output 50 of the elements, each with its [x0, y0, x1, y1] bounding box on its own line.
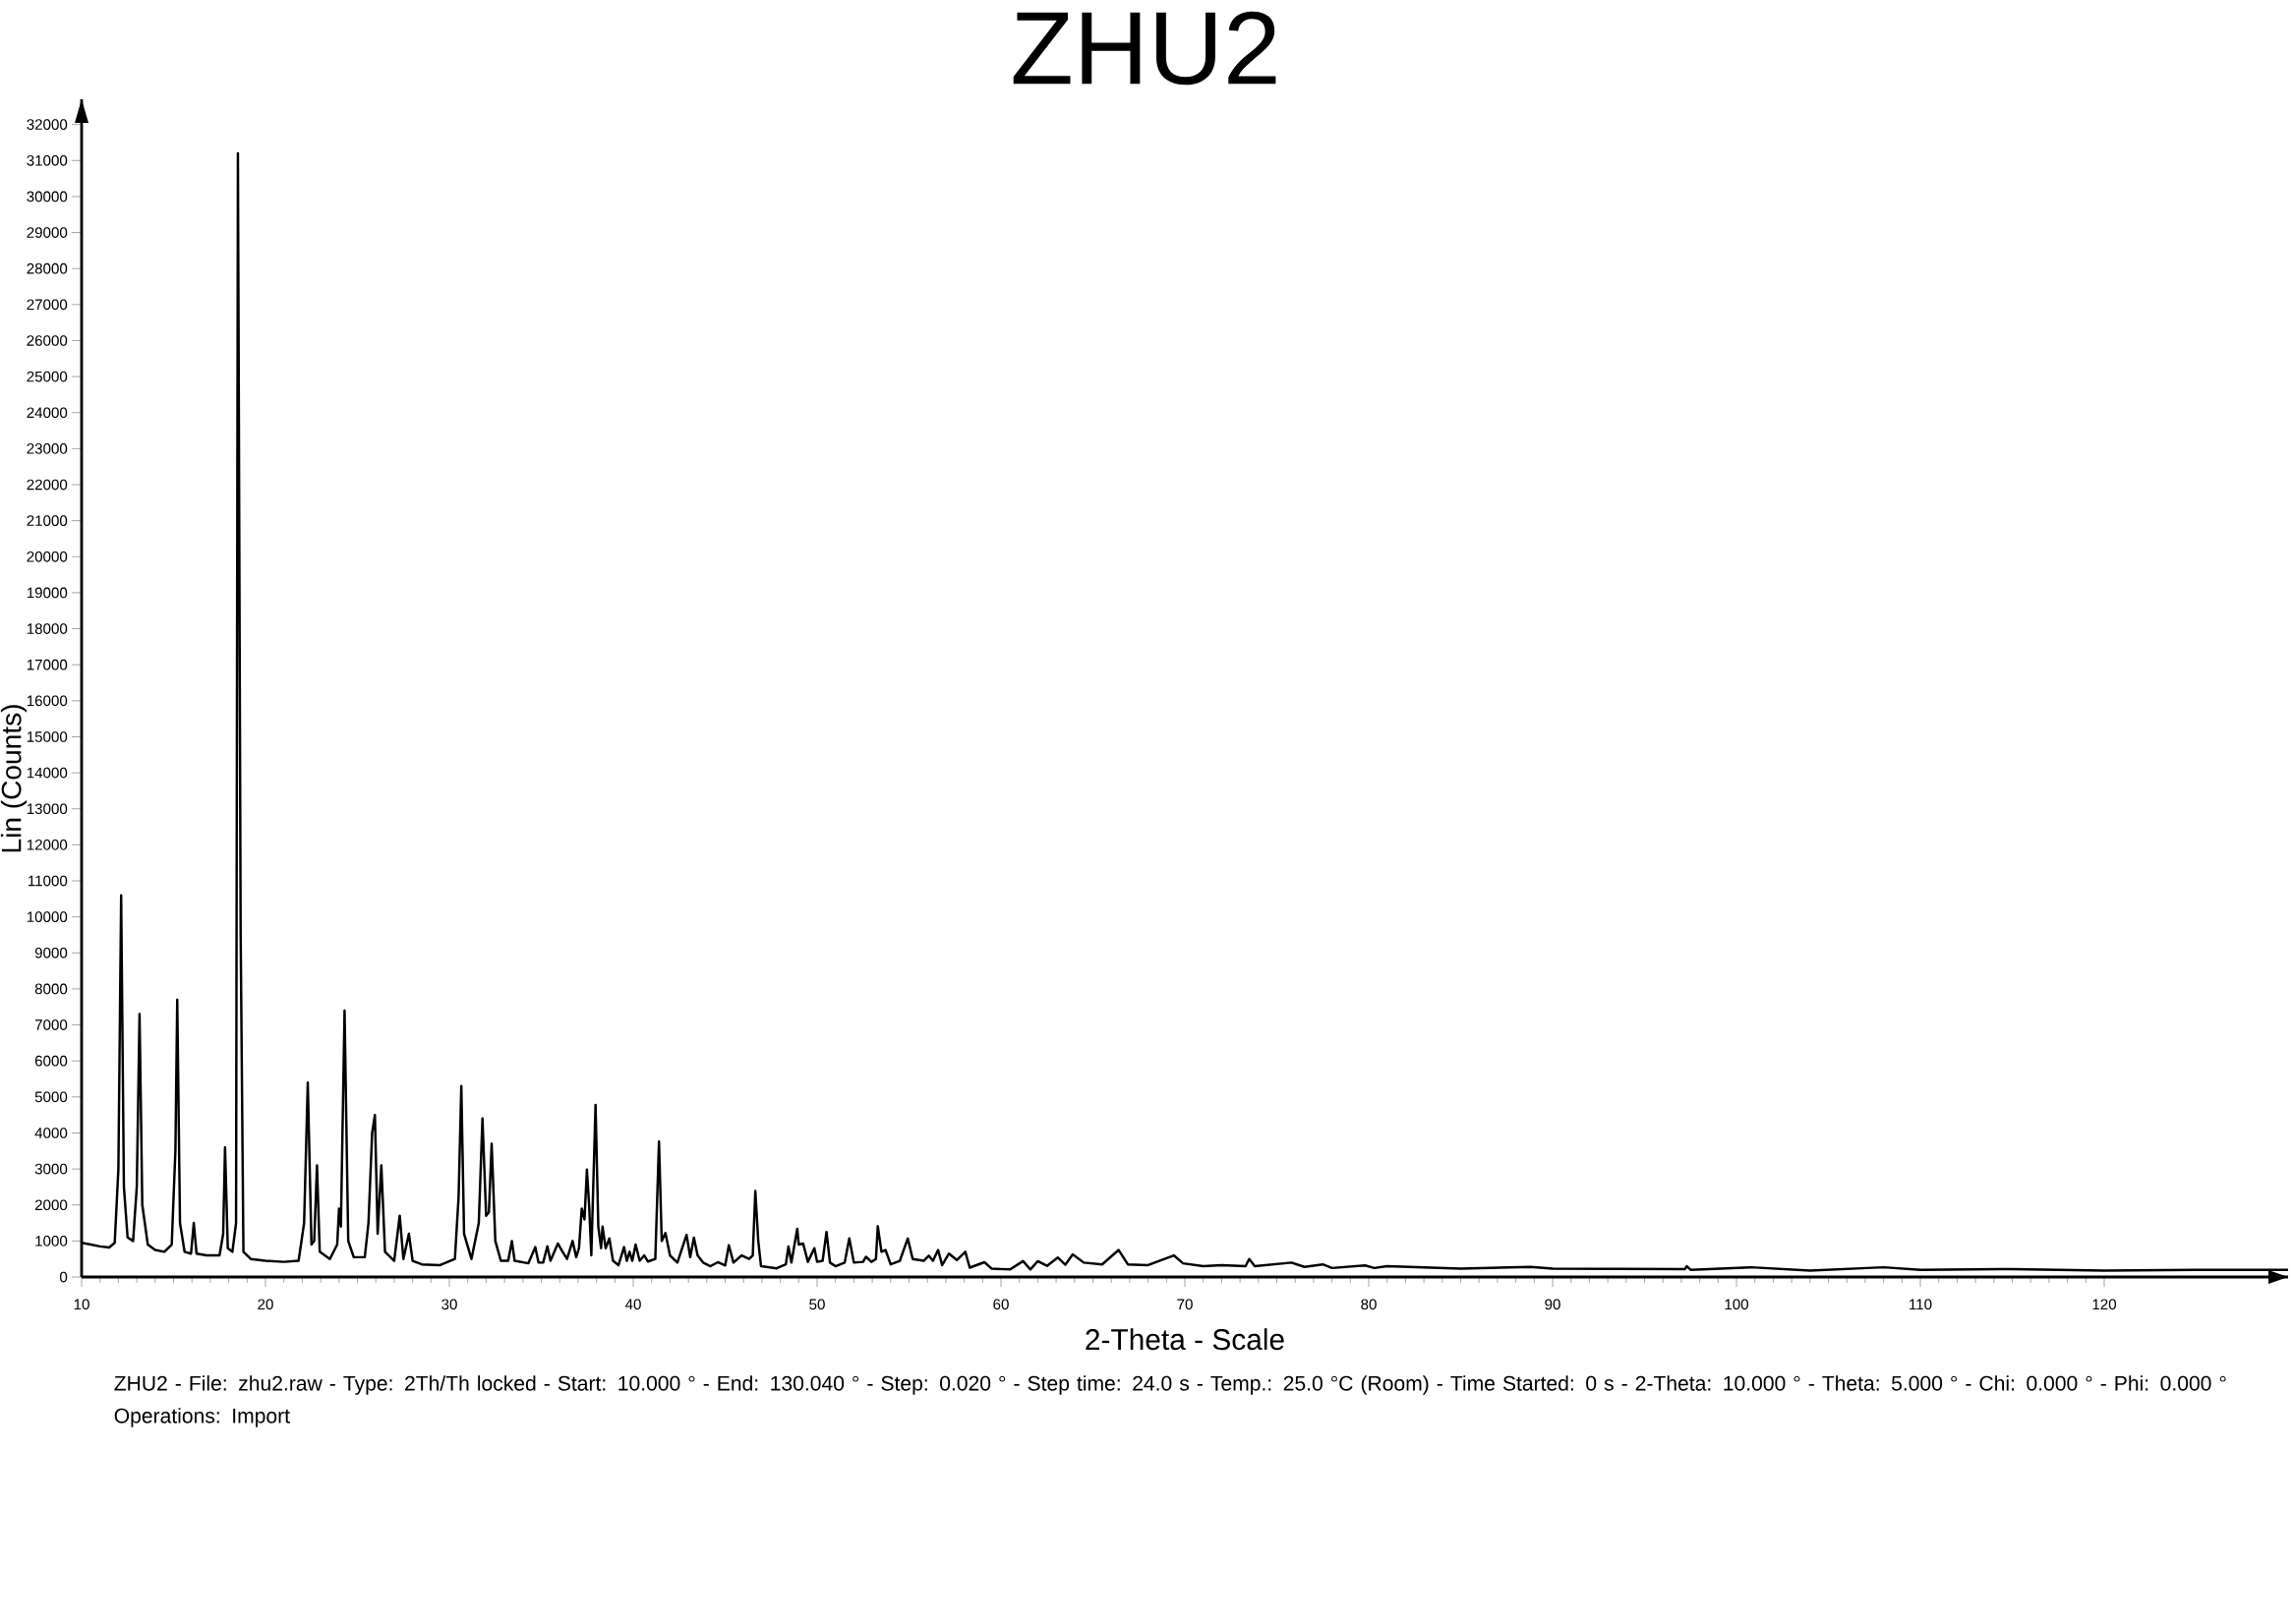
text: Operations: Import — [114, 1408, 290, 1427]
y-tick-label: 8000 — [34, 983, 68, 995]
y-tick-label: 6000 — [34, 1055, 68, 1067]
y-tick-label: 26000 — [27, 335, 68, 346]
y-tick-label: 15000 — [27, 731, 68, 742]
x-tick-label: 50 — [809, 1299, 825, 1310]
y-tick-label: 17000 — [27, 659, 68, 670]
y-axis-title: Lin (Counts) — [0, 705, 28, 852]
x-tick-label: 90 — [1545, 1299, 1560, 1310]
y-tick-label: 21000 — [27, 515, 68, 527]
y-tick-label: 27000 — [27, 299, 68, 311]
y-tick-label: 20000 — [27, 551, 68, 562]
y-tick-label: 14000 — [27, 767, 68, 779]
y-tick-label: 32000 — [27, 119, 68, 131]
x-tick-label: 40 — [624, 1299, 641, 1310]
y-tick-label: 2000 — [34, 1199, 68, 1211]
y-tick-label: 28000 — [27, 262, 68, 274]
x-axis-title: 2-Theta - Scale — [1086, 1328, 1284, 1351]
y-tick-label: 0 — [59, 1271, 68, 1283]
x-tick-label: 20 — [258, 1299, 273, 1310]
y-tick-label: 1000 — [35, 1236, 68, 1247]
chart-title: ZHU2 — [1013, 11, 1276, 86]
y-tick-label: 9000 — [34, 947, 68, 958]
x-tick-label: 100 — [1725, 1299, 1749, 1310]
y-tick-label: 11000 — [29, 875, 68, 887]
y-tick-label: 12000 — [27, 840, 68, 850]
y-tick-label: 7000 — [34, 1019, 68, 1030]
y-tick-label: 22000 — [27, 479, 68, 491]
x-tick-label: 30 — [441, 1299, 457, 1310]
y-tick-label: 13000 — [27, 803, 68, 815]
x-tick-label: 80 — [1361, 1299, 1377, 1310]
y-tick-label: 25000 — [27, 371, 68, 382]
y-tick-label: 31000 — [27, 154, 68, 166]
x-tick-label: 10 — [74, 1299, 89, 1310]
y-tick-label: 10000 — [27, 911, 68, 923]
text: ZHU2 - File: zhu2.raw - Type: 2Th/Th locked - Start: 10.000 ° - End: 130.040 ° - Step: 0.020 ° - Step time: 24.0 s - Temp.: 25.0 °C (Room) - Time Started: 0 s - 2-Theta: 10.000 ° - Theta: 5.000 ° - Chi: 0.000 ° - Phi: 0.000 ° — [114, 1375, 2226, 1395]
x-tick-label: 110 — [1910, 1299, 1932, 1310]
y-tick-label: 24000 — [27, 407, 68, 419]
y-tick-label: 23000 — [27, 443, 68, 454]
x-tick-label: 70 — [1177, 1299, 1193, 1310]
y-tick-label: 5000 — [34, 1091, 68, 1103]
y-tick-label: 4000 — [34, 1128, 68, 1138]
y-tick-label: 29000 — [27, 227, 68, 238]
y-tick-label: 3000 — [34, 1163, 68, 1175]
y-tick-label: 16000 — [27, 695, 68, 707]
y-tick-label: 19000 — [27, 587, 68, 599]
x-tick-label: 120 — [2092, 1299, 2117, 1310]
x-tick-label: 60 — [993, 1299, 1009, 1310]
y-tick-label: 18000 — [27, 623, 68, 634]
y-tick-label: 30000 — [27, 191, 68, 203]
